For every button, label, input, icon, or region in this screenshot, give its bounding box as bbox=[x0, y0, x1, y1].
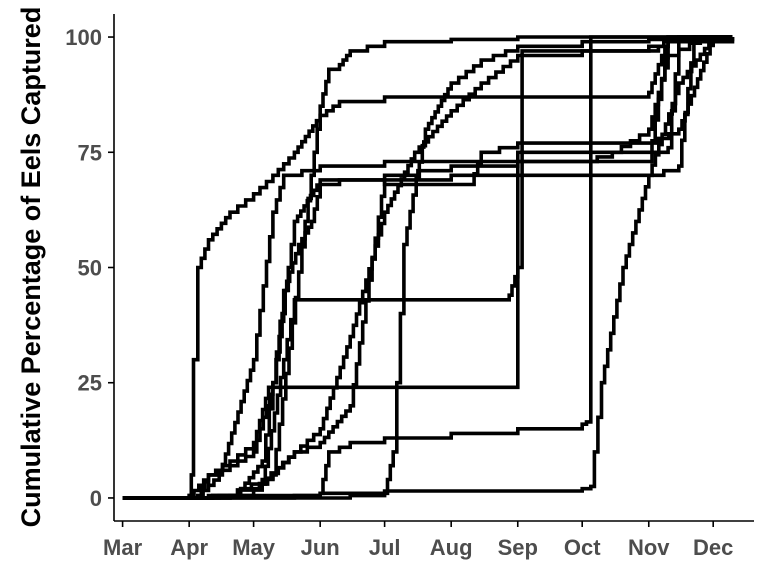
x-tick-label: Apr bbox=[170, 535, 208, 560]
series-line-9 bbox=[122, 35, 733, 500]
x-tick-label: Aug bbox=[430, 535, 473, 560]
series-line-7 bbox=[122, 35, 733, 500]
y-tick-label: 25 bbox=[78, 371, 102, 396]
x-tick-label: Sep bbox=[498, 535, 538, 560]
x-tick-label: May bbox=[232, 535, 276, 560]
y-tick-label: 75 bbox=[78, 140, 102, 165]
y-tick-label: 100 bbox=[65, 25, 102, 50]
series-line-6 bbox=[122, 35, 733, 500]
series-line-4 bbox=[122, 35, 733, 500]
x-tick-label: Nov bbox=[628, 535, 670, 560]
series-line-5 bbox=[122, 37, 735, 500]
y-axis-ticks: 0 25 50 75 100 bbox=[65, 25, 114, 511]
x-tick-label: Dec bbox=[693, 535, 733, 560]
series-line-8 bbox=[122, 35, 733, 500]
x-tick-label: Jul bbox=[369, 535, 401, 560]
y-axis-title: Cumulative Percentage of Eels Captured bbox=[16, 7, 46, 528]
series-line-3 bbox=[122, 35, 733, 500]
series-line-1 bbox=[122, 35, 733, 500]
series-lines bbox=[122, 35, 735, 500]
x-tick-label: Mar bbox=[103, 535, 143, 560]
series-line-11 bbox=[122, 37, 735, 500]
series-line-10 bbox=[122, 35, 733, 500]
y-tick-label: 50 bbox=[78, 256, 102, 281]
y-tick-label: 0 bbox=[90, 486, 102, 511]
x-tick-label: Jun bbox=[301, 535, 340, 560]
x-axis-ticks: Mar Apr May Jun Jul Aug Sep Oct Nov Dec bbox=[103, 521, 733, 560]
x-tick-label: Oct bbox=[564, 535, 601, 560]
series-line-2 bbox=[122, 35, 733, 500]
series-line-12 bbox=[122, 35, 733, 500]
